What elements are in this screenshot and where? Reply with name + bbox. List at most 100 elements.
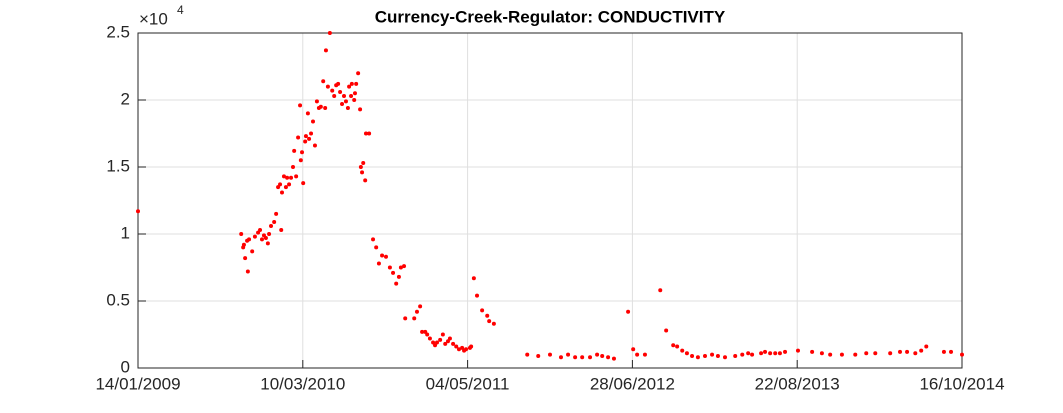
y-tick-label: 1 [121, 223, 130, 242]
point [387, 265, 392, 270]
chart-title: Currency-Creek-Regulator: CONDUCTIVITY [375, 7, 726, 26]
point [347, 84, 352, 89]
point [307, 136, 312, 141]
point [336, 81, 341, 86]
point [294, 174, 299, 179]
point [318, 104, 323, 109]
point [710, 352, 715, 357]
point [358, 107, 363, 112]
point [763, 349, 768, 354]
point [480, 308, 485, 313]
point [292, 148, 297, 153]
point [864, 351, 869, 356]
point [241, 242, 246, 247]
point [136, 209, 140, 214]
point [376, 261, 381, 266]
point [383, 254, 388, 259]
point [259, 237, 264, 242]
point [311, 119, 316, 124]
point [402, 264, 407, 269]
point [438, 337, 443, 342]
point [873, 351, 878, 356]
x-tick-label: 22/08/2013 [755, 374, 840, 393]
point [919, 348, 924, 353]
point [759, 351, 764, 356]
axes-box [137, 32, 963, 369]
point [418, 304, 423, 309]
point [250, 249, 255, 254]
point [330, 88, 335, 93]
x-tick-label: 16/10/2014 [919, 374, 1004, 393]
point [245, 269, 250, 274]
point [447, 336, 452, 341]
point [305, 111, 310, 116]
point [635, 352, 640, 357]
point [626, 309, 631, 314]
point [340, 102, 345, 107]
point [289, 175, 294, 180]
point [403, 316, 408, 321]
point [352, 98, 357, 102]
y-tick-label: 0.5 [106, 290, 130, 309]
point [352, 91, 357, 96]
point [398, 265, 403, 270]
point [263, 236, 268, 241]
point [332, 93, 337, 98]
point [312, 143, 317, 148]
point [303, 134, 308, 139]
point [314, 99, 319, 104]
point [695, 355, 700, 360]
point [839, 352, 844, 357]
point [566, 352, 571, 357]
point [243, 256, 248, 261]
point [941, 349, 946, 354]
point [451, 341, 456, 346]
point [434, 340, 439, 345]
point [960, 352, 964, 357]
point [631, 347, 636, 352]
point [536, 353, 541, 358]
point [303, 139, 308, 144]
point [684, 351, 689, 356]
point [740, 352, 745, 357]
point [611, 356, 616, 361]
point [777, 351, 782, 356]
point [733, 353, 738, 358]
x-tick-label: 14/01/2009 [95, 374, 180, 393]
point [750, 352, 755, 357]
point [360, 170, 365, 175]
point [580, 355, 585, 360]
y-tick-label: 2.5 [106, 22, 130, 41]
point [300, 150, 305, 155]
point [283, 185, 288, 190]
point [367, 131, 372, 136]
point [427, 336, 432, 341]
point [671, 343, 676, 348]
point [525, 352, 530, 357]
point [298, 158, 303, 163]
point [475, 293, 480, 298]
point [338, 89, 343, 94]
point [702, 353, 707, 358]
point [658, 288, 663, 293]
point [356, 71, 361, 76]
point [913, 351, 918, 356]
point [675, 344, 680, 349]
point [680, 348, 685, 353]
point [487, 319, 492, 324]
point [258, 227, 263, 232]
point [321, 79, 326, 84]
point [281, 174, 286, 179]
point [773, 351, 778, 356]
point [491, 321, 496, 326]
point [391, 270, 396, 275]
point [606, 355, 611, 360]
point [285, 175, 290, 180]
point [412, 316, 417, 321]
y-tick-label: 1.5 [106, 156, 130, 175]
point [464, 347, 469, 352]
point [394, 281, 399, 286]
point [595, 352, 600, 357]
